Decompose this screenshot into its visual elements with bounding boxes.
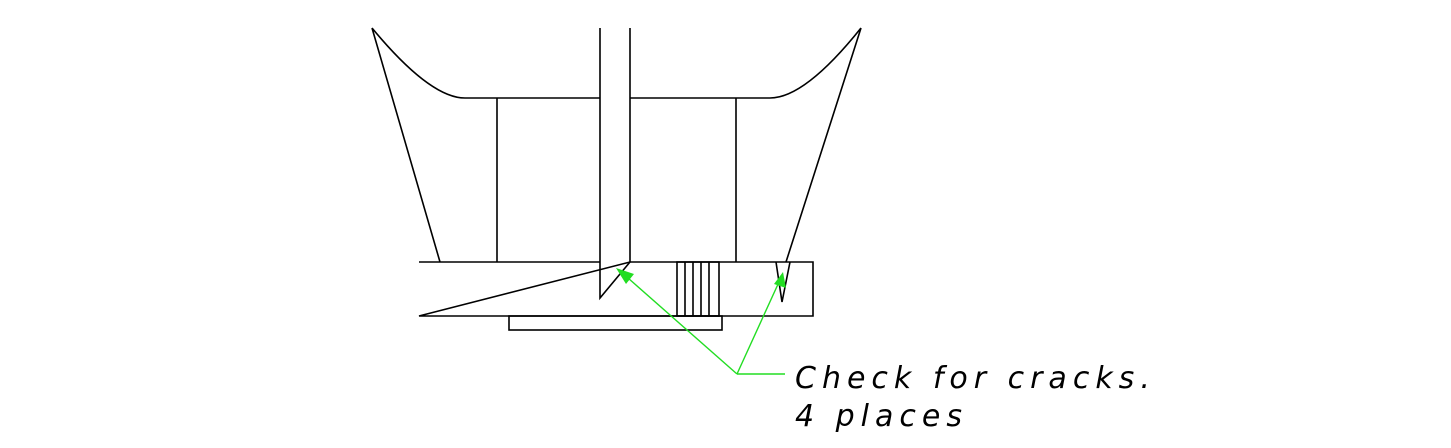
base-flange [418,261,814,317]
left-flared-wall [371,27,497,263]
leader-line-right [736,281,780,375]
center-shaft [599,28,631,301]
callout-note: Check for cracks. 4 places [795,361,1156,434]
bottom-plate [508,315,723,331]
leader-lines [616,268,786,375]
part-outline [371,27,862,331]
arrowhead-left-icon [616,268,634,284]
callout-line-1: Check for cracks. [795,361,1156,396]
leader-line-left [627,277,738,375]
right-flared-wall [736,27,862,263]
inner-body [496,97,737,262]
arrowhead-right-icon [774,272,786,288]
hatched-insert [676,261,720,317]
callout-line-2: 4 places [795,399,968,434]
right-notch [775,261,791,303]
